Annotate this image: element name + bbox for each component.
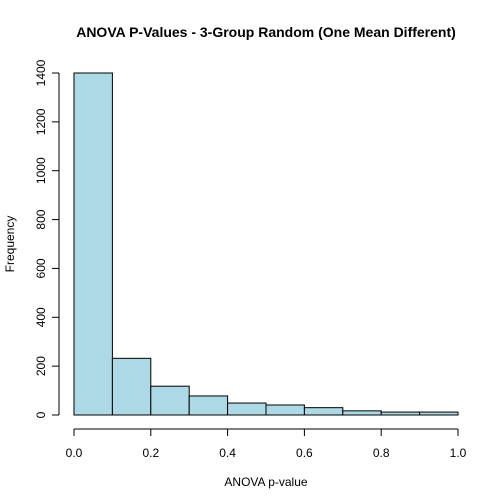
histogram-bar-5 — [265, 404, 305, 416]
x-axis: 0.0 0.2 0.4 0.6 0.8 1.0 — [66, 428, 467, 460]
y-tick-label: 400 — [34, 307, 48, 327]
x-tick-label: 1.0 — [450, 446, 467, 460]
x-tick-label: 0.8 — [373, 446, 390, 460]
x-tick-label: 0.2 — [142, 446, 159, 460]
y-tick-label: 200 — [34, 356, 48, 376]
bars-group — [73, 72, 459, 416]
histogram-bar-4 — [227, 402, 267, 416]
histogram-bar-8 — [380, 411, 421, 416]
y-tick-label: 600 — [34, 258, 48, 278]
histogram-bar-9 — [419, 411, 459, 416]
x-tick-label: 0.4 — [219, 446, 236, 460]
x-axis-label: ANOVA p-value — [224, 475, 307, 489]
y-tick-label: 0 — [34, 411, 48, 418]
histogram-bar-0 — [73, 72, 113, 416]
y-tick-label: 1000 — [34, 157, 48, 184]
histogram-bar-1 — [111, 357, 152, 416]
histogram-bar-3 — [188, 395, 229, 416]
y-axis-label: Frequency — [3, 216, 17, 273]
x-tick-label: 0.0 — [66, 446, 83, 460]
y-tick-label: 1400 — [34, 59, 48, 86]
y-tick-label: 1200 — [34, 108, 48, 135]
histogram-bar-2 — [150, 385, 190, 416]
histogram-bar-6 — [303, 407, 344, 416]
chart-title: ANOVA P-Values - 3-Group Random (One Mea… — [76, 24, 456, 40]
y-tick-label: 800 — [34, 209, 48, 229]
y-axis: 0 200 400 600 800 1000 1200 1400 — [34, 59, 60, 418]
histogram-bar-7 — [342, 410, 382, 416]
x-tick-label: 0.6 — [296, 446, 313, 460]
